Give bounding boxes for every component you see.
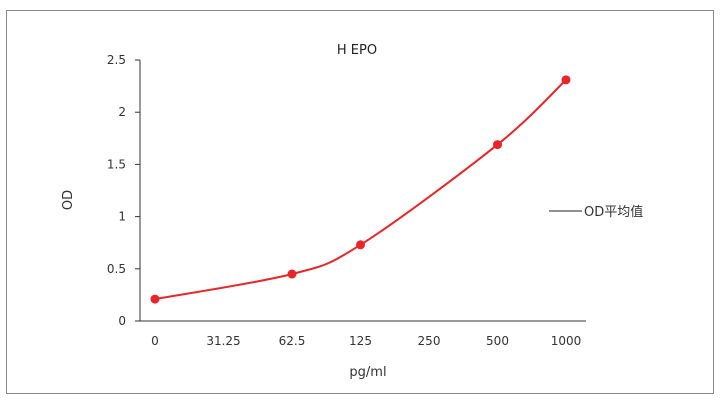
y-tick-label: 1.5 xyxy=(107,157,126,171)
y-tick-label: 1 xyxy=(118,210,126,224)
x-tick-label: 125 xyxy=(349,334,372,348)
x-axis: 0 31.25 62.5 125 250 500 1000 xyxy=(140,320,586,348)
x-tick-label: 62.5 xyxy=(279,334,306,348)
y-tick-label: 0 xyxy=(118,314,126,328)
chart-title: H EPO xyxy=(337,43,377,58)
data-point xyxy=(287,269,297,279)
data-point xyxy=(561,75,571,85)
data-point xyxy=(356,240,365,250)
x-tick-label: 1000 xyxy=(551,334,582,348)
y-axis-title: OD xyxy=(61,190,76,210)
y-tick-label: 0.5 xyxy=(107,262,126,276)
x-tick-label: 500 xyxy=(486,334,509,348)
data-point xyxy=(493,140,502,150)
series-line xyxy=(154,79,567,301)
x-tick-label: 0 xyxy=(151,334,159,348)
data-point xyxy=(150,294,160,304)
chart-frame xyxy=(6,10,714,394)
y-tick-label: 2.5 xyxy=(107,53,126,67)
legend: OD平均值 xyxy=(549,204,643,220)
x-axis-title: pg/ml xyxy=(349,365,386,380)
series-layer xyxy=(150,75,571,304)
y-tick-label: 2 xyxy=(118,105,126,119)
y-axis: 0 0.5 1 1.5 2 2.5 xyxy=(107,53,141,328)
x-tick-label: 31.25 xyxy=(206,334,240,348)
x-tick-label: 250 xyxy=(418,334,441,348)
legend-label: OD平均值 xyxy=(584,204,643,220)
